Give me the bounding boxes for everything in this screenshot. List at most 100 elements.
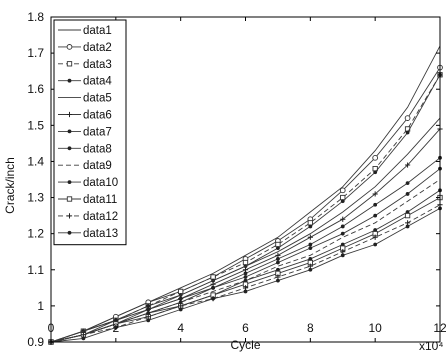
legend-label: data5: [83, 93, 112, 105]
legend-label: data4: [83, 76, 112, 88]
data-point-dot: [308, 257, 313, 261]
data-point-dot: [405, 192, 410, 196]
legend: data1 data2 data3 data4 data5 data6 data7 data8…: [53, 19, 127, 246]
legend-item: data1: [58, 25, 112, 37]
data-point-dot: [340, 253, 345, 258]
y-tick-label: 1.5: [27, 118, 44, 132]
data-point-dot: [243, 289, 248, 294]
y-tick-label: 1.3: [27, 191, 44, 205]
data-point-dot: [276, 260, 280, 265]
data-point-dot: [243, 271, 248, 276]
data-point-dot: [146, 318, 151, 323]
data-point-dot: [308, 267, 313, 272]
data-point-dot: [146, 307, 151, 312]
data-point-dot: [340, 242, 345, 247]
legend-item: data4: [58, 76, 112, 88]
data-point-dot: [276, 257, 280, 261]
data-point-dot: [373, 242, 378, 247]
legend-item: data5: [58, 93, 112, 105]
data-point-dot: [373, 213, 378, 218]
y-tick-label: 0.9: [27, 335, 44, 349]
legend-item: data11: [58, 194, 117, 206]
data-point-dot: [276, 246, 280, 251]
legend-item: data10: [58, 177, 118, 189]
legend-item: data6: [58, 110, 112, 122]
legend-label: data9: [83, 160, 112, 172]
data-point-square: [242, 259, 249, 266]
data-point-dot: [178, 300, 183, 305]
legend-label: data1: [83, 25, 112, 37]
x-axis-exponent: x10⁴: [419, 339, 444, 352]
data-point-square: [66, 196, 73, 202]
x-tick-label: 0: [48, 321, 55, 335]
data-point-dot: [211, 285, 215, 290]
ticks-layer: 0 2 4 6 8 10 12 0.9 1 1.1 1.2 1.3 1.4 1.5 1.6 1.7 1.8: [27, 10, 446, 349]
legend-label: data2: [83, 42, 112, 54]
data-point-square: [307, 220, 313, 226]
data-point-square: [340, 194, 346, 201]
x-axis-label: Cycle: [230, 338, 260, 352]
data-point-dot: [67, 146, 72, 151]
data-point-circle: [66, 44, 73, 50]
legend-label: data3: [83, 59, 112, 71]
x-tick-label: 10: [368, 321, 382, 335]
y-axis-label: Crack/inch: [3, 157, 17, 214]
data-point-circle: [372, 154, 379, 161]
data-point-plus: [66, 111, 73, 118]
data-point-dot: [81, 336, 86, 341]
data-point-dot: [308, 242, 313, 247]
data-point-square: [178, 288, 184, 295]
legend-label: data10: [83, 177, 118, 189]
data-point-dot: [373, 228, 378, 232]
data-point-dot: [405, 210, 410, 214]
y-tick-label: 1.2: [27, 227, 44, 241]
data-point-plus: [404, 162, 411, 168]
legend-item: data2: [58, 42, 112, 54]
x-tick-label: 2: [112, 321, 119, 335]
data-point-dot: [113, 325, 118, 330]
data-point-dot: [340, 224, 345, 229]
data-point-dot: [178, 296, 183, 301]
data-point-dot: [67, 230, 72, 235]
data-point-square: [210, 274, 216, 280]
legend-label: data8: [83, 143, 112, 155]
data-point-dot: [276, 267, 280, 272]
data-point-dot: [67, 129, 72, 134]
data-point-plus: [307, 234, 313, 240]
data-point-dot: [211, 296, 215, 301]
data-point-dot: [243, 275, 248, 279]
y-tick-label: 1.6: [27, 82, 44, 96]
legend-box: [53, 19, 127, 246]
legend-item: data9: [58, 160, 112, 172]
legend-item: data8: [58, 143, 112, 155]
data-point-dot: [178, 307, 183, 312]
x-tick-label: 8: [307, 321, 314, 335]
data-point-plus: [340, 216, 346, 222]
data-point-plus: [66, 213, 73, 219]
y-tick-label: 1.1: [27, 263, 44, 277]
data-point-dot: [373, 202, 378, 207]
data-point-dot: [146, 311, 151, 316]
data-point-dot: [67, 78, 72, 83]
data-point-dot: [243, 278, 248, 283]
data-point-circle: [404, 115, 411, 121]
data-point-dot: [373, 170, 378, 175]
data-point-dot: [340, 199, 345, 204]
legend-item: data3: [58, 59, 112, 71]
data-point-plus: [372, 191, 378, 197]
legend-label: data13: [83, 228, 118, 240]
legend-item: data7: [58, 126, 112, 138]
data-point-plus: [372, 234, 378, 240]
data-point-dot: [146, 303, 151, 308]
data-point-dot: [308, 246, 313, 251]
data-point-dot: [308, 224, 313, 229]
legend-label: data7: [83, 126, 112, 138]
data-point-square: [66, 61, 73, 67]
data-point-dot: [405, 130, 410, 135]
series-layer: [48, 45, 443, 345]
data-point-dot: [340, 231, 345, 236]
legend-item: data13: [58, 228, 118, 240]
data-point-circle: [339, 187, 346, 194]
legend-label: data12: [83, 211, 118, 223]
data-point-dot: [405, 181, 410, 186]
